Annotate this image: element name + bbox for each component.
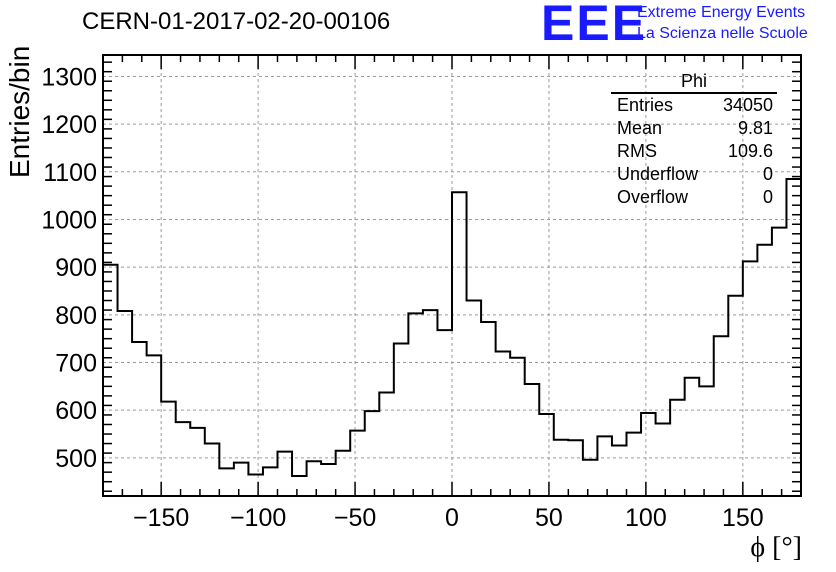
histogram-bin xyxy=(757,245,772,496)
histogram-bin xyxy=(147,355,162,496)
histogram-bin xyxy=(205,444,220,496)
x-axis-label: ϕ [°] xyxy=(750,532,802,563)
histogram-bin xyxy=(292,476,307,496)
histogram-bin xyxy=(118,311,133,496)
histogram-bin xyxy=(568,440,583,496)
histogram-bin xyxy=(714,336,729,496)
y-axis-label: Entries/bin xyxy=(4,45,35,178)
histogram-bin xyxy=(743,261,758,496)
histogram-bin xyxy=(336,451,351,496)
histogram-bin xyxy=(437,330,452,496)
histogram-bin xyxy=(481,322,496,496)
histogram-step-line xyxy=(103,177,801,477)
histogram-bin xyxy=(627,433,642,496)
histogram-bin xyxy=(525,384,540,496)
histogram-bin xyxy=(263,467,278,496)
stats-value: 34050 xyxy=(722,95,773,115)
x-tick-label: 50 xyxy=(535,504,563,532)
logo-line-1: Extreme Energy Events xyxy=(637,4,806,21)
x-tick-label: 150 xyxy=(722,504,764,532)
stats-label: Underflow xyxy=(617,164,699,184)
stats-value: 0 xyxy=(762,164,773,184)
histogram-bin xyxy=(248,475,263,496)
stats-row-rms: RMS 109.6 xyxy=(611,140,777,163)
stats-row-entries: Entries 34050 xyxy=(611,94,777,117)
x-tick-label: −50 xyxy=(334,504,376,532)
histogram-bin xyxy=(161,402,176,496)
stats-label: Overflow xyxy=(617,187,689,207)
histogram-bin xyxy=(772,228,787,496)
y-tick-label: 500 xyxy=(55,445,97,473)
histogram-bin xyxy=(786,179,801,496)
stats-row-mean: Mean 9.81 xyxy=(611,117,777,140)
histogram-bin xyxy=(278,452,293,496)
stats-row-overflow: Overflow 0 xyxy=(611,186,777,209)
stats-value: 0 xyxy=(762,187,773,207)
histogram-bin xyxy=(350,431,365,496)
y-tick-labels: 500 600 700 800 900 1000 1100 1200 1300 xyxy=(41,63,97,472)
stats-label: Mean xyxy=(617,118,663,138)
histogram-bin xyxy=(685,378,700,496)
chart-title: CERN-01-2017-02-20-00106 xyxy=(82,8,391,35)
histogram-bin xyxy=(699,386,714,496)
stats-row-underflow: Underflow 0 xyxy=(611,163,777,186)
histogram-bin xyxy=(176,422,191,496)
x-tick-labels: −150 −100 −50 0 50 100 150 xyxy=(133,504,764,532)
x-tick-label: −150 xyxy=(133,504,189,532)
y-tick-label: 700 xyxy=(55,350,97,378)
histogram-bin xyxy=(394,343,409,496)
histogram-bin xyxy=(467,301,482,496)
histogram-bin xyxy=(307,461,322,496)
histogram-bin xyxy=(597,436,612,496)
axis-ticks xyxy=(102,55,802,496)
histogram-bin xyxy=(423,310,438,496)
histogram-bin xyxy=(365,411,380,496)
y-tick-label: 1200 xyxy=(41,111,97,139)
stats-value: 109.6 xyxy=(727,141,773,161)
y-tick-label: 1000 xyxy=(41,206,97,234)
histogram-bin xyxy=(408,313,423,496)
histogram-bin xyxy=(539,414,554,496)
stats-box: Phi Entries 34050 Mean 9.81 RMS 109.6 Un… xyxy=(611,70,777,209)
stats-title: Phi xyxy=(611,70,777,94)
histogram-bin xyxy=(670,400,685,496)
histogram-bin xyxy=(103,265,118,496)
histogram-bin xyxy=(554,440,569,496)
stats-value: 9.81 xyxy=(737,118,773,138)
histogram-bin xyxy=(510,358,525,496)
histogram-bin xyxy=(583,460,598,496)
stats-label: RMS xyxy=(617,141,657,161)
histogram-bin xyxy=(728,296,743,496)
histogram-bin xyxy=(379,393,394,496)
x-tick-label: 100 xyxy=(625,504,667,532)
x-tick-label: −100 xyxy=(230,504,286,532)
histogram-bin xyxy=(612,445,627,496)
y-tick-label: 900 xyxy=(55,254,97,282)
stats-label: Entries xyxy=(617,95,674,115)
histogram-bin xyxy=(219,468,234,496)
y-tick-label: 800 xyxy=(55,302,97,330)
histogram-bin xyxy=(190,428,205,496)
histogram-bin xyxy=(496,352,511,496)
histogram-bin xyxy=(656,424,671,496)
histogram-bin xyxy=(641,413,656,496)
histogram-bin xyxy=(452,192,467,496)
histogram-bin xyxy=(132,342,147,496)
y-tick-label: 600 xyxy=(55,397,97,425)
logo-line-2: La Scienza nelle Scuole xyxy=(637,25,808,42)
eee-logo: EEE xyxy=(541,0,648,51)
y-tick-label: 1300 xyxy=(41,63,97,91)
y-tick-label: 1100 xyxy=(43,159,97,187)
histogram-bin xyxy=(321,464,336,496)
x-tick-label: 0 xyxy=(445,504,459,532)
histogram-bin xyxy=(234,463,249,496)
